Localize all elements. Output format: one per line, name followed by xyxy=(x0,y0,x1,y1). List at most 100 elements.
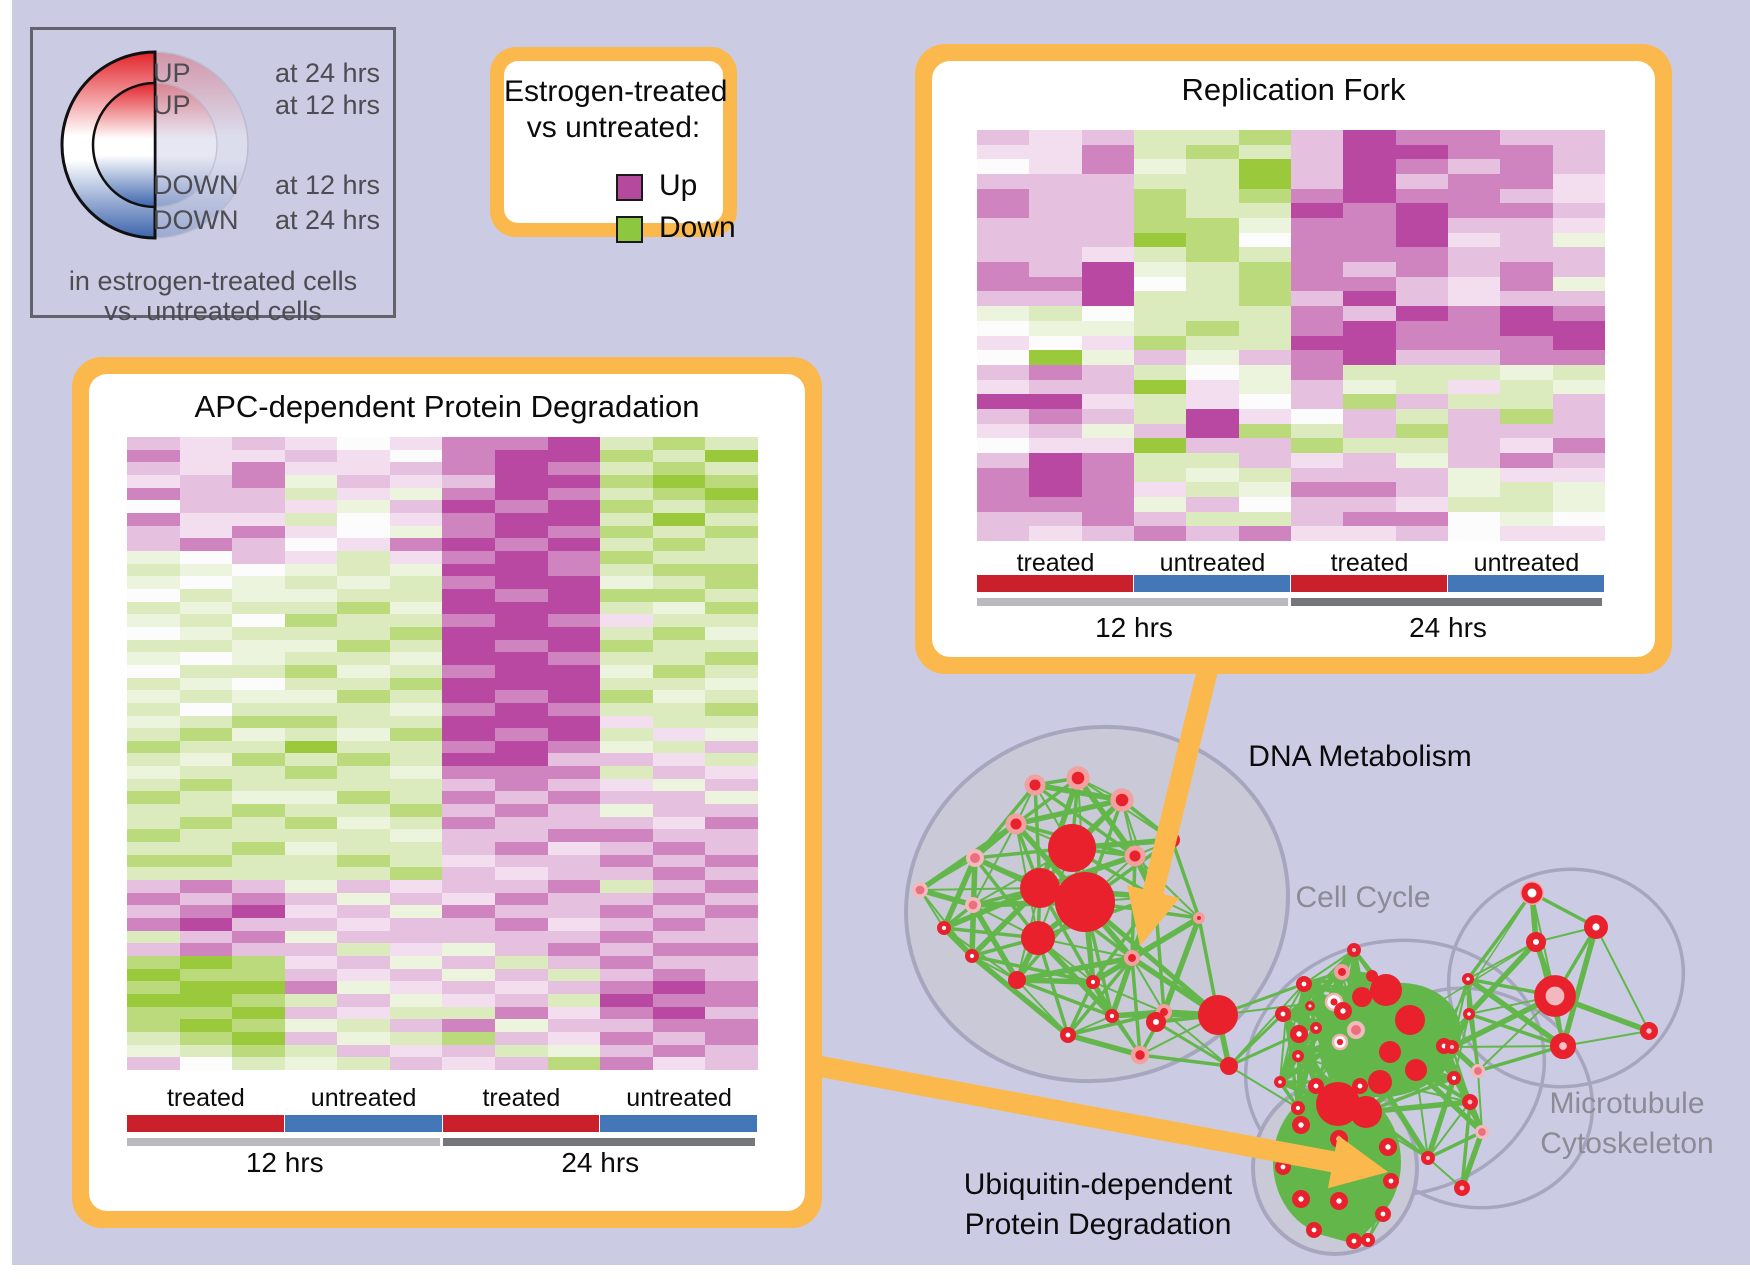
network-node xyxy=(1104,1009,1119,1024)
network-node xyxy=(1370,974,1402,1006)
time-label: 12 hrs xyxy=(245,1147,324,1178)
time-bar xyxy=(977,598,1288,606)
network-node xyxy=(1292,1190,1311,1209)
network-node xyxy=(1375,1206,1392,1223)
network-node xyxy=(1405,1059,1427,1081)
condition-bar-untreated xyxy=(284,1115,442,1132)
apc-panel: APC-dependent Protein Degradation treate… xyxy=(72,357,822,1228)
network-node xyxy=(1331,1033,1349,1051)
condition-label: treated xyxy=(1016,549,1095,577)
network-node xyxy=(1146,1012,1166,1032)
condition-bar-treated xyxy=(1291,575,1447,592)
network-node xyxy=(1309,1021,1322,1034)
condition-bar-treated xyxy=(977,575,1133,592)
cluster-label: Protein Degradation xyxy=(964,1208,1232,1241)
apc-panel-title: APC-dependent Protein Degradation xyxy=(194,389,700,424)
color-key-title-line2: vs untreated: xyxy=(526,111,701,144)
cluster-label: Cytoskeleton xyxy=(1540,1127,1714,1160)
network-node xyxy=(1273,1075,1286,1088)
network-node xyxy=(1085,975,1100,990)
cluster-label: Cell Cycle xyxy=(1295,881,1431,914)
network-node xyxy=(1366,970,1378,982)
condition-label: untreated xyxy=(1473,549,1580,577)
time-bar xyxy=(127,1138,440,1146)
network-node xyxy=(1305,1001,1315,1011)
network-node xyxy=(1454,1180,1471,1197)
up-swatch xyxy=(616,174,643,201)
network-node xyxy=(1346,1233,1363,1250)
network-node xyxy=(1005,813,1027,835)
rf-panel-title: Replication Fork xyxy=(1181,72,1406,107)
network-node xyxy=(1462,1007,1475,1020)
network-node xyxy=(1290,1025,1309,1044)
color-key-title-line1: Estrogen-treated xyxy=(504,75,728,108)
network-node xyxy=(1475,1125,1489,1139)
network-node xyxy=(1110,788,1134,812)
connector-arrows xyxy=(816,657,1388,1189)
ratio-caption-line1: in estrogen-treated cells xyxy=(68,266,358,296)
network-node xyxy=(1352,1078,1369,1095)
network-node xyxy=(1198,995,1238,1035)
network-node xyxy=(1055,872,1115,932)
network-node xyxy=(1444,1039,1459,1054)
ratio-direction-label: UP xyxy=(153,58,191,88)
cluster-label: Microtubule xyxy=(1549,1087,1705,1120)
network-node xyxy=(1640,1022,1659,1041)
network-node xyxy=(1021,921,1055,955)
network-node xyxy=(1275,1005,1292,1022)
ratio-circles-icon xyxy=(60,50,249,240)
network-node xyxy=(1330,1192,1349,1211)
network-node xyxy=(1520,881,1544,905)
network-node xyxy=(1130,1045,1150,1065)
network-node xyxy=(1308,1078,1325,1095)
network-node xyxy=(1395,1005,1425,1035)
time-bar xyxy=(1291,598,1602,606)
time-label: 12 hrs xyxy=(1095,612,1173,643)
network-node xyxy=(966,849,984,867)
network-node xyxy=(1296,975,1313,992)
ratio-direction-label: UP xyxy=(153,90,191,120)
network-node xyxy=(1292,1116,1311,1135)
network-node xyxy=(1379,1041,1401,1063)
network-node xyxy=(1024,774,1046,796)
condition-bar-untreated xyxy=(600,1115,757,1132)
rf-heatmap xyxy=(977,130,1605,541)
network-node xyxy=(1333,963,1351,981)
time-label: 24 hrs xyxy=(1409,612,1487,643)
ratio-time-label: at 24 hrs xyxy=(275,58,381,88)
network-node xyxy=(1350,1096,1382,1128)
network-node xyxy=(1124,845,1146,867)
arrow-head xyxy=(1127,885,1180,946)
network-node xyxy=(1008,971,1026,989)
network-node xyxy=(1383,1173,1400,1190)
down-swatch xyxy=(616,216,643,243)
network-node xyxy=(1291,1049,1304,1062)
network-node xyxy=(1420,1150,1435,1165)
condition-bar-untreated xyxy=(1448,575,1604,592)
network-node xyxy=(1334,1002,1353,1021)
condition-bar-treated xyxy=(127,1115,284,1132)
condition-label: treated xyxy=(166,1084,245,1112)
network-node xyxy=(1306,1222,1323,1239)
condition-label: untreated xyxy=(1159,549,1266,577)
network-node xyxy=(912,882,928,898)
cluster-label: Ubiquitin-dependent xyxy=(963,1168,1233,1201)
time-bar xyxy=(442,1138,755,1146)
ratio-direction-label: DOWN xyxy=(153,205,239,235)
network-node xyxy=(1290,1100,1305,1115)
network-node xyxy=(1462,1094,1479,1111)
replication-fork-panel: Replication Fork treated untreated treated… xyxy=(915,44,1672,674)
network-node xyxy=(1123,949,1141,967)
network-node xyxy=(1471,1064,1485,1078)
time-label: 24 hrs xyxy=(561,1147,640,1178)
network-node xyxy=(1550,1033,1577,1060)
network-node xyxy=(1352,987,1372,1007)
condition-label: untreated xyxy=(310,1084,417,1112)
network-node xyxy=(1316,1082,1360,1126)
color-key-inner: Estrogen-treated vs untreated: Up Down xyxy=(504,61,736,244)
network-node xyxy=(937,921,952,936)
network-node xyxy=(1066,766,1090,790)
network-node xyxy=(1060,1027,1077,1044)
ratio-legend-box: UP at 24 hrs UP at 12 hrs DOWN at 12 hrs DOWN a… xyxy=(30,27,396,325)
